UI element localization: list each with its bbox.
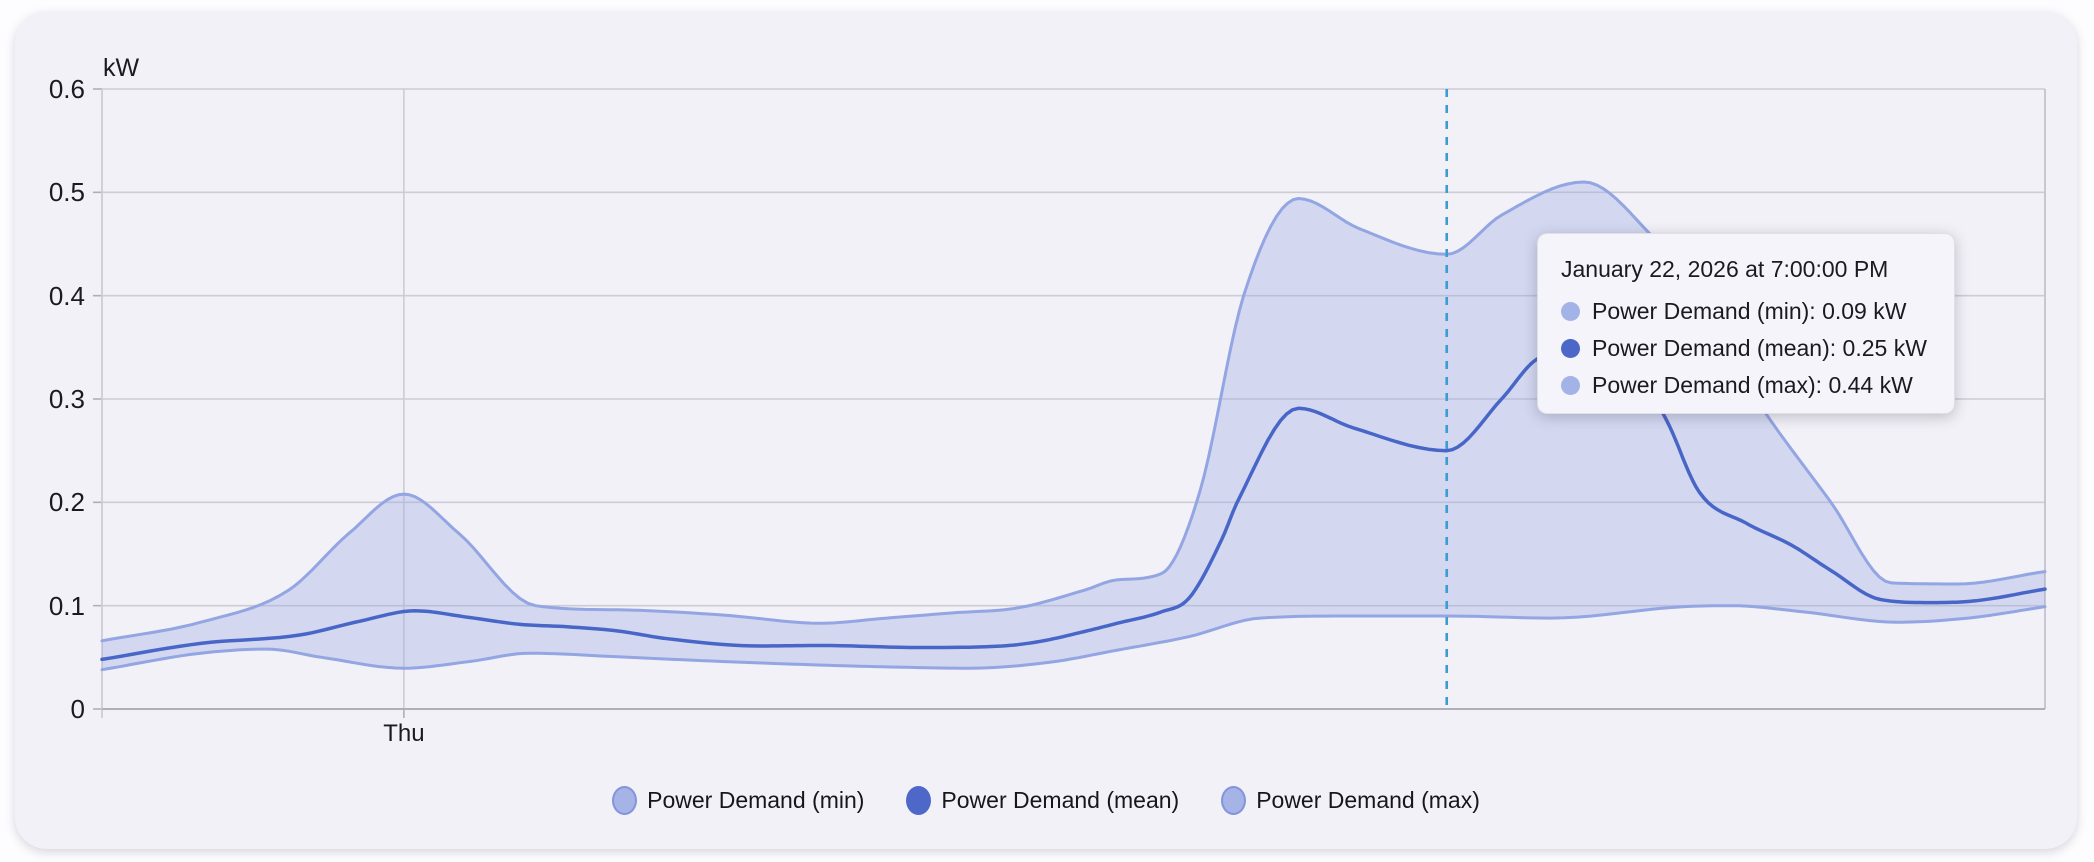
series-line-power-demand-min-	[100, 604, 2047, 672]
legend-label: Power Demand (mean)	[941, 786, 1180, 813]
tooltip-row-1: Power Demand (mean): 0.25 kW	[1561, 330, 1930, 367]
tooltip-series-dot-icon	[1561, 302, 1580, 321]
tooltip-row-text: Power Demand (max): 0.44 kW	[1592, 372, 1913, 398]
series-line-power-demand-mean-	[100, 340, 2047, 662]
tooltip-title: January 22, 2026 at 7:00:00 PM	[1561, 256, 1889, 282]
legend-item-power-demand-mean-[interactable]: Power Demand (mean)	[906, 785, 1180, 815]
legend-marker-icon	[906, 785, 932, 815]
y-axis-tick-label-0.3: 0.3	[48, 384, 85, 414]
y-axis-tick-label-0: 0	[70, 694, 85, 724]
tooltip-row-0: Power Demand (min): 0.09 kW	[1561, 293, 1930, 330]
x-axis-tick-label-thu: Thu	[383, 720, 425, 747]
tooltip-row-text: Power Demand (min): 0.09 kW	[1592, 298, 1907, 324]
y-axis-tick-label-0.2: 0.2	[48, 487, 85, 518]
y-axis-unit-label: kW	[103, 54, 140, 82]
y-axis-tick-label-0.1: 0.1	[48, 590, 85, 621]
legend-label: Power Demand (max)	[1256, 786, 1480, 813]
tooltip-row-text: Power Demand (mean): 0.25 kW	[1592, 335, 1927, 361]
legend-marker-icon	[1221, 785, 1247, 815]
y-axis-tick-label-0.4: 0.4	[48, 280, 85, 311]
tooltip-row-2: Power Demand (max): 0.44 kW	[1561, 367, 1930, 404]
legend-marker-icon	[612, 785, 638, 815]
legend-item-power-demand-max-[interactable]: Power Demand (max)	[1221, 785, 1480, 815]
y-axis-tick-label-0.5: 0.5	[48, 177, 85, 208]
y-axis-tick-label-0.6: 0.6	[48, 74, 85, 104]
legend-label: Power Demand (min)	[647, 786, 865, 813]
chart-tooltip: January 22, 2026 at 7:00:00 PM Power Dem…	[1537, 233, 1955, 414]
tooltip-series-dot-icon	[1561, 339, 1580, 358]
tooltip-series-dot-icon	[1561, 376, 1580, 395]
chart-legend: Power Demand (min) Power Demand (mean) Pow…	[15, 782, 2077, 818]
legend-item-power-demand-min-[interactable]: Power Demand (min)	[612, 785, 865, 815]
